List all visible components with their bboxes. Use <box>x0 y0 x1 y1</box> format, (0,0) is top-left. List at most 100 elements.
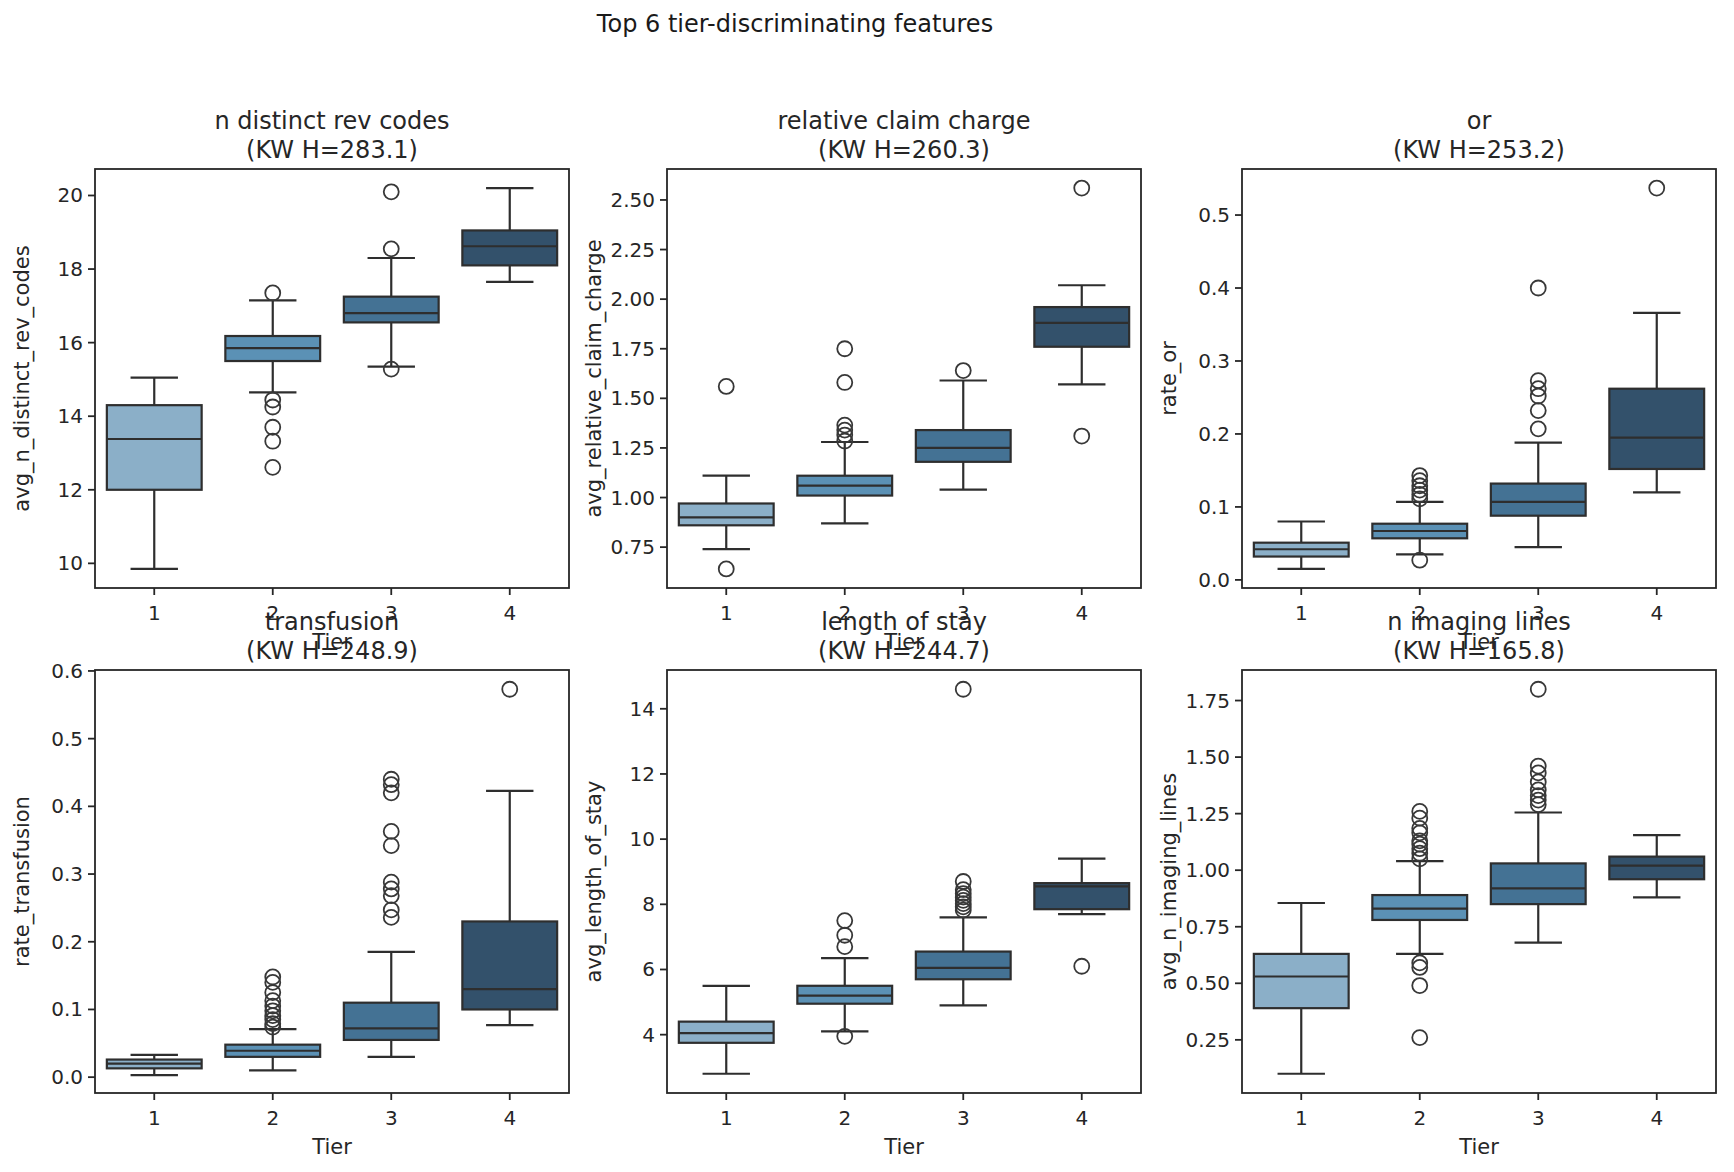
subplot-avg_length_of_stay: 4681012141234Tieravg_length_of_staylengt… <box>582 608 1141 1159</box>
y-axis-label: avg_length_of_stay <box>582 781 607 983</box>
y-axis-label: avg_n_imaging_lines <box>1157 773 1182 990</box>
iqr-box <box>1491 863 1586 904</box>
iqr-box <box>1034 307 1129 347</box>
iqr-box <box>916 952 1011 980</box>
y-tick-label: 0.25 <box>1185 1028 1230 1052</box>
y-axis-label: rate_or <box>1157 341 1182 416</box>
x-tick-label: 1 <box>720 601 733 625</box>
iqr-box <box>1609 389 1704 469</box>
y-tick-label: 0.1 <box>1198 495 1230 519</box>
y-tick-label: 12 <box>58 478 83 502</box>
axes-frame <box>1242 169 1716 588</box>
y-tick-label: 20 <box>58 183 83 207</box>
y-tick-label: 0.0 <box>1198 568 1230 592</box>
subplot-title: or <box>1467 107 1492 135</box>
y-tick-label: 1.50 <box>610 386 655 410</box>
subplot-title: length of stay <box>821 608 987 636</box>
subplot-title: transfusion <box>265 608 399 636</box>
y-tick-label: 1.00 <box>610 486 655 510</box>
x-axis-label: Tier <box>1458 1135 1499 1159</box>
subplot-rate_or: 0.00.10.20.30.40.51234Tierrate_oror(KW H… <box>1157 107 1716 654</box>
y-tick-label: 4 <box>642 1023 655 1047</box>
x-tick-label: 4 <box>1650 601 1663 625</box>
y-tick-label: 8 <box>642 892 655 916</box>
x-tick-label: 2 <box>1413 1106 1426 1130</box>
x-tick-label: 1 <box>1295 1106 1308 1130</box>
y-tick-label: 0.0 <box>51 1065 83 1089</box>
iqr-box <box>344 1003 439 1040</box>
subplot-subtitle: (KW H=244.7) <box>818 637 990 665</box>
y-tick-label: 0.50 <box>1185 971 1230 995</box>
x-tick-label: 4 <box>1075 601 1088 625</box>
y-axis-label: avg_n_distinct_rev_codes <box>10 245 35 511</box>
subplot-subtitle: (KW H=165.8) <box>1393 637 1565 665</box>
y-tick-label: 0.5 <box>1198 203 1230 227</box>
y-tick-label: 0.75 <box>610 535 655 559</box>
iqr-box <box>107 405 202 490</box>
x-axis-label: Tier <box>311 1135 352 1159</box>
y-tick-label: 0.3 <box>1198 349 1230 373</box>
y-tick-label: 0.4 <box>1198 276 1230 300</box>
y-tick-label: 2.00 <box>610 287 655 311</box>
y-tick-label: 1.75 <box>1185 689 1230 713</box>
boxplot-grid: 1012141618201234Tieravg_n_distinct_rev_c… <box>0 0 1734 1172</box>
subplot-subtitle: (KW H=283.1) <box>246 136 418 164</box>
x-tick-label: 3 <box>1532 1106 1545 1130</box>
y-tick-label: 0.5 <box>51 727 83 751</box>
iqr-box <box>462 921 557 1009</box>
x-tick-label: 2 <box>266 1106 279 1130</box>
y-tick-label: 1.75 <box>610 337 655 361</box>
iqr-box <box>462 230 557 265</box>
subplot-avg_n_imaging_lines: 0.250.500.751.001.251.501.751234Tieravg_… <box>1157 608 1716 1159</box>
y-tick-label: 2.25 <box>610 238 655 262</box>
axes-frame <box>95 670 569 1093</box>
x-tick-label: 1 <box>720 1106 733 1130</box>
y-tick-label: 1.25 <box>1185 802 1230 826</box>
axes-frame <box>1242 670 1716 1093</box>
y-tick-label: 0.1 <box>51 997 83 1021</box>
iqr-box <box>1491 484 1586 516</box>
x-tick-label: 4 <box>1075 1106 1088 1130</box>
iqr-box <box>679 503 774 525</box>
x-tick-label: 3 <box>385 1106 398 1130</box>
x-tick-label: 3 <box>957 1106 970 1130</box>
y-tick-label: 1.00 <box>1185 858 1230 882</box>
subplot-avg_n_distinct_rev_codes: 1012141618201234Tieravg_n_distinct_rev_c… <box>10 107 569 654</box>
y-tick-label: 0.2 <box>51 930 83 954</box>
y-tick-label: 0.6 <box>51 659 83 683</box>
x-tick-label: 4 <box>503 601 516 625</box>
y-tick-label: 0.3 <box>51 862 83 886</box>
subplot-title: n imaging lines <box>1387 608 1570 636</box>
x-axis-label: Tier <box>883 1135 924 1159</box>
subplot-subtitle: (KW H=248.9) <box>246 637 418 665</box>
x-tick-label: 1 <box>1295 601 1308 625</box>
y-tick-label: 0.2 <box>1198 422 1230 446</box>
subplot-title: relative claim charge <box>778 107 1031 135</box>
y-tick-label: 6 <box>642 957 655 981</box>
iqr-box <box>344 297 439 323</box>
x-tick-label: 4 <box>503 1106 516 1130</box>
y-tick-label: 12 <box>630 762 655 786</box>
subplot-rate_transfusion: 0.0 0.1 0.2 0.3 0.4 0.5 0.6 1 2 3 4 Tier rate_transf… <box>10 608 569 1159</box>
iqr-box <box>1609 857 1704 880</box>
y-tick-label: 10 <box>630 827 655 851</box>
y-tick-label: 16 <box>58 331 83 355</box>
x-tick-label: 4 <box>1650 1106 1663 1130</box>
y-tick-label: 18 <box>58 257 83 281</box>
x-tick-label: 2 <box>838 1106 851 1130</box>
y-tick-label: 0.4 <box>51 794 83 818</box>
y-axis-label: rate_transfusion <box>10 796 35 967</box>
y-tick-label: 2.50 <box>610 188 655 212</box>
y-tick-label: 14 <box>58 404 83 428</box>
iqr-box <box>1254 954 1349 1008</box>
iqr-box <box>916 430 1011 462</box>
figure-canvas: Top 6 tier-discriminating features 10121… <box>0 0 1734 1172</box>
x-tick-label: 1 <box>148 601 161 625</box>
subplot-subtitle: (KW H=260.3) <box>818 136 990 164</box>
subplot-avg_relative_claim_charge: 0.751.001.251.501.752.002.252.501234Tier… <box>582 107 1141 654</box>
subplot-title: n distinct rev codes <box>214 107 449 135</box>
iqr-box <box>1372 895 1467 920</box>
x-tick-label: 1 <box>148 1106 161 1130</box>
y-axis-label: avg_relative_claim_charge <box>582 239 607 517</box>
subplot-subtitle: (KW H=253.2) <box>1393 136 1565 164</box>
